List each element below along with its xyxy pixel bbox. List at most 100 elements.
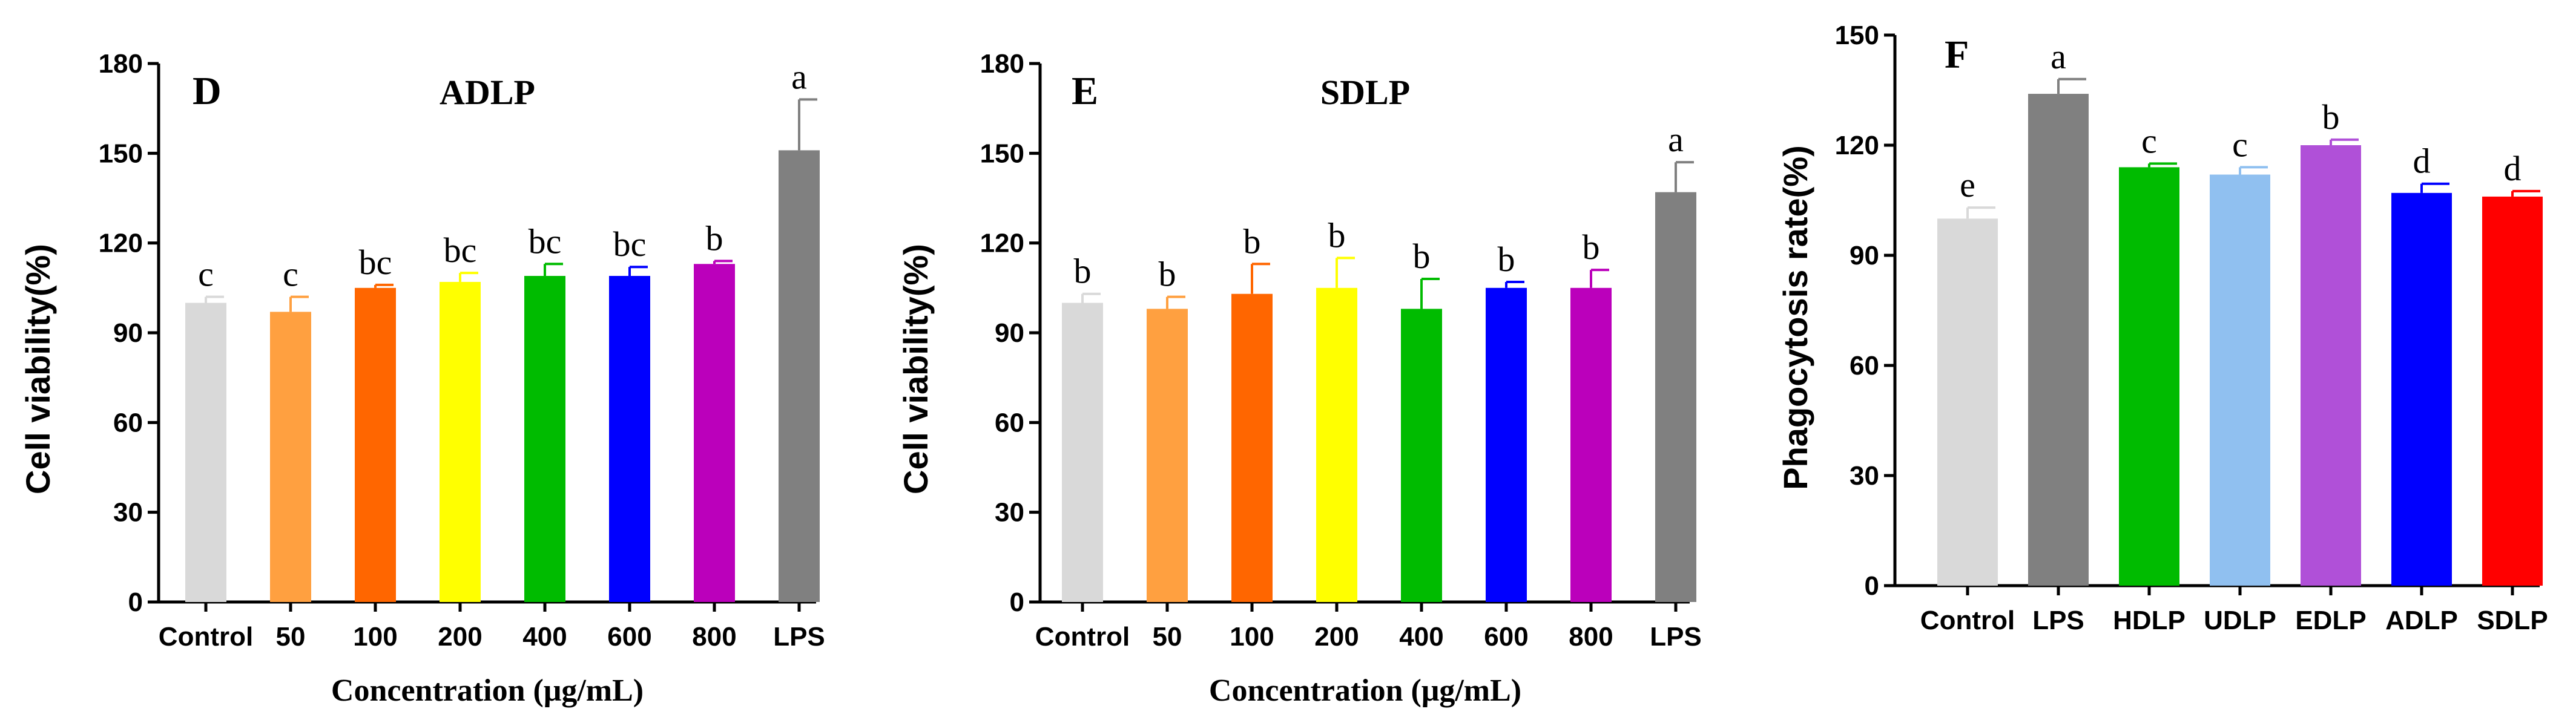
- y-axis-label: Cell viability(%): [897, 244, 935, 494]
- y-tick-label: 0: [1865, 571, 1879, 601]
- panel-letter: E: [1072, 69, 1098, 113]
- x-tick-label: 400: [522, 622, 567, 652]
- bar: [355, 287, 396, 602]
- y-tick-label: 150: [980, 139, 1024, 168]
- bar: [694, 264, 735, 602]
- panel-f-chart: F Phagocytosis rate(%) 0 30 60 90 120 150 e Con…: [1776, 21, 2548, 635]
- y-tick-label: 90: [1850, 241, 1879, 270]
- y-tick-label: 30: [1850, 461, 1879, 491]
- x-tick-label: 100: [1230, 622, 1274, 652]
- y-tick-label: 30: [995, 498, 1024, 528]
- bar: [270, 312, 311, 602]
- x-tick-label: 100: [353, 622, 397, 652]
- significance-label: b: [1074, 252, 1092, 291]
- bar: [2119, 167, 2179, 586]
- significance-label: b: [1244, 221, 1261, 261]
- x-tick-label: 200: [1314, 622, 1359, 652]
- bar: [440, 281, 481, 602]
- x-tick-label: LPS: [773, 622, 825, 652]
- bar: [2028, 94, 2089, 586]
- y-tick-label: 60: [995, 408, 1024, 437]
- x-tick-label: HDLP: [2113, 606, 2186, 635]
- x-axis-label: Concentration (μg/mL): [1209, 673, 1521, 708]
- x-tick-label: LPS: [2032, 606, 2084, 635]
- significance-label: c: [2141, 121, 2157, 160]
- significance-label: b: [1413, 237, 1431, 276]
- significance-label: b: [1583, 227, 1600, 267]
- significance-label: b: [1498, 240, 1515, 279]
- y-tick-label: 0: [128, 587, 143, 617]
- x-tick-label: 600: [1484, 622, 1528, 652]
- significance-label: a: [791, 57, 807, 96]
- x-tick-label: 50: [276, 622, 306, 652]
- x-tick-label: 50: [1153, 622, 1182, 652]
- x-tick-label: ADLP: [2385, 606, 2458, 635]
- bar: [1147, 309, 1188, 602]
- x-tick-label: Control: [1035, 622, 1130, 652]
- x-tick-label: 800: [1569, 622, 1613, 652]
- x-tick-label: SDLP: [2477, 606, 2548, 635]
- x-tick-label: UDLP: [2204, 606, 2276, 635]
- bar: [2210, 174, 2270, 586]
- x-axis-label: Concentration (μg/mL): [331, 673, 644, 708]
- significance-label: b: [2322, 97, 2340, 137]
- y-tick-label: 60: [1850, 351, 1879, 381]
- panel-letter: D: [193, 69, 222, 113]
- y-tick-label: 180: [99, 49, 143, 79]
- significance-label: d: [2413, 142, 2431, 181]
- panel-d-chart: D ADLP Cell viability(%) Concentration (…: [19, 49, 825, 708]
- y-tick-label: 90: [113, 318, 143, 348]
- bar: [1486, 287, 1527, 602]
- plot-area: 0 30 60 90 120 150 180 b Control b 50 b 100 b 200 b 400 b…: [980, 49, 1702, 652]
- y-tick-label: 180: [980, 49, 1024, 79]
- significance-label: c: [198, 255, 214, 294]
- x-tick-label: 800: [692, 622, 736, 652]
- y-tick-label: 60: [113, 408, 143, 437]
- y-tick-label: 150: [1835, 21, 1879, 50]
- y-tick-label: 30: [113, 498, 143, 528]
- significance-label: bc: [613, 224, 647, 264]
- significance-label: b: [1159, 255, 1176, 294]
- plot-area: 0 30 60 90 120 150 e Control a LPS c HDLP c UDLP b EDLP…: [1835, 21, 2548, 635]
- y-tick-label: 120: [980, 229, 1024, 258]
- bar: [1401, 309, 1442, 602]
- significance-label: bc: [529, 221, 562, 261]
- significance-label: a: [1668, 120, 1684, 159]
- chart-title: SDLP: [1320, 73, 1410, 112]
- significance-label: bc: [359, 243, 392, 282]
- significance-label: d: [2504, 149, 2522, 188]
- chart-title: ADLP: [440, 73, 535, 112]
- bar: [1316, 287, 1357, 602]
- y-axis-label: Cell viability(%): [19, 244, 57, 494]
- bar: [2301, 145, 2361, 586]
- bar: [524, 276, 565, 602]
- significance-label: bc: [444, 231, 477, 270]
- bar: [1231, 293, 1273, 602]
- y-axis-label: Phagocytosis rate(%): [1776, 145, 1814, 490]
- significance-label: b: [1328, 215, 1346, 255]
- significance-label: b: [706, 218, 723, 258]
- y-tick-label: 120: [1835, 131, 1879, 160]
- bar: [609, 276, 650, 602]
- panel-e-chart: E SDLP Cell viability(%) Concentration (…: [897, 49, 1702, 708]
- bar: [779, 150, 820, 602]
- y-tick-label: 90: [995, 318, 1024, 348]
- bar: [2482, 196, 2543, 586]
- significance-label: c: [283, 255, 298, 294]
- bar: [1937, 218, 1998, 586]
- bar: [1062, 303, 1103, 602]
- panel-letter: F: [1945, 33, 1969, 77]
- x-tick-label: 600: [607, 622, 651, 652]
- x-tick-label: LPS: [1650, 622, 1702, 652]
- x-tick-label: Control: [159, 622, 253, 652]
- y-tick-label: 150: [99, 139, 143, 168]
- y-tick-label: 0: [1010, 587, 1024, 617]
- significance-label: e: [1960, 165, 1975, 204]
- plot-area: 0 30 60 90 120 150 180 c Control c 50 bc 100 bc 200 bc 4…: [99, 49, 825, 652]
- bar: [185, 303, 226, 602]
- bar: [1655, 192, 1696, 603]
- bar: [1570, 287, 1612, 602]
- x-tick-label: 400: [1399, 622, 1443, 652]
- significance-label: c: [2232, 125, 2248, 164]
- y-tick-label: 120: [99, 229, 143, 258]
